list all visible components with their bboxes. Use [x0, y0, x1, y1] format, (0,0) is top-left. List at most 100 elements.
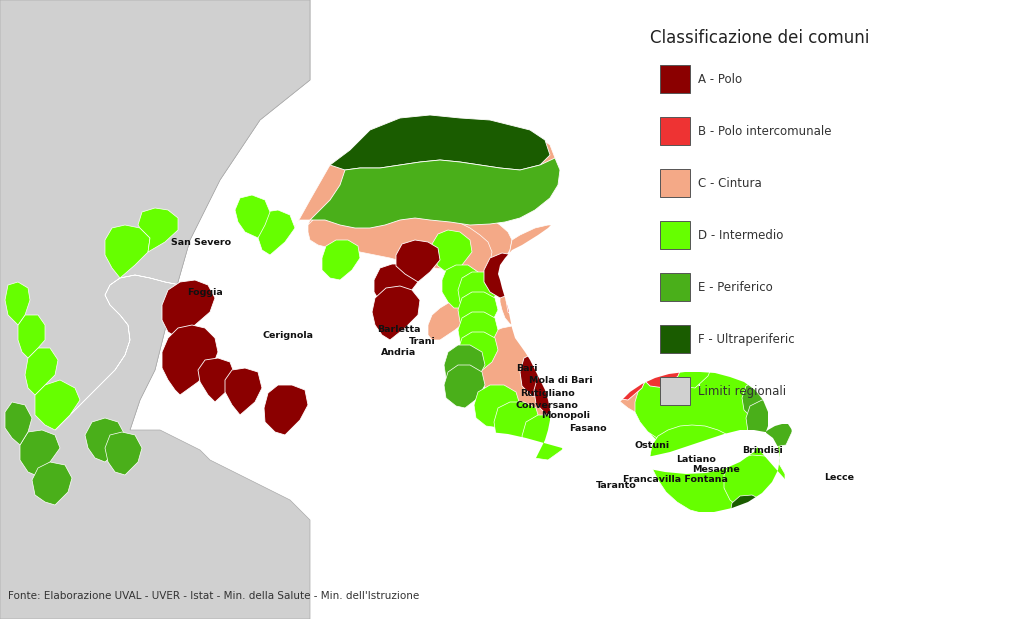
Polygon shape — [478, 322, 648, 422]
Polygon shape — [0, 0, 310, 619]
Polygon shape — [748, 284, 798, 330]
Polygon shape — [25, 348, 58, 395]
Polygon shape — [779, 325, 826, 370]
Polygon shape — [484, 253, 526, 298]
Polygon shape — [622, 290, 695, 378]
Bar — [660, 377, 690, 405]
Polygon shape — [0, 0, 310, 619]
Polygon shape — [330, 115, 550, 170]
Polygon shape — [650, 425, 780, 514]
Polygon shape — [638, 342, 684, 388]
Bar — [660, 65, 690, 93]
Bar — [660, 273, 690, 301]
Polygon shape — [724, 455, 785, 514]
Polygon shape — [396, 240, 440, 282]
Polygon shape — [85, 418, 125, 462]
Polygon shape — [714, 332, 762, 375]
Text: Fasano: Fasano — [570, 424, 607, 433]
Polygon shape — [18, 315, 45, 358]
Polygon shape — [258, 210, 295, 255]
Polygon shape — [506, 262, 548, 302]
Polygon shape — [522, 295, 644, 366]
Polygon shape — [510, 254, 632, 345]
Polygon shape — [506, 282, 548, 322]
Text: Latiano: Latiano — [676, 455, 715, 464]
Polygon shape — [788, 262, 836, 305]
Polygon shape — [432, 230, 472, 275]
Bar — [660, 117, 690, 145]
Text: Taranto: Taranto — [595, 482, 636, 490]
Bar — [660, 221, 690, 249]
Text: E - Periferico: E - Periferico — [698, 280, 772, 293]
Text: Andria: Andria — [382, 348, 416, 357]
Polygon shape — [804, 286, 852, 330]
Polygon shape — [442, 265, 480, 308]
Polygon shape — [522, 415, 568, 460]
Polygon shape — [602, 354, 648, 400]
Polygon shape — [730, 495, 766, 530]
Text: Mola di Bari: Mola di Bari — [529, 376, 592, 385]
Text: Barletta: Barletta — [377, 325, 420, 334]
Polygon shape — [310, 158, 560, 228]
Text: Ostuni: Ostuni — [634, 441, 669, 450]
Polygon shape — [225, 368, 262, 415]
Polygon shape — [444, 345, 485, 388]
Polygon shape — [198, 358, 235, 402]
Text: D - Intermedio: D - Intermedio — [698, 228, 784, 241]
Text: Bari: Bari — [516, 364, 538, 373]
Polygon shape — [264, 385, 308, 435]
Polygon shape — [5, 282, 30, 325]
Polygon shape — [618, 348, 700, 422]
Text: Foggia: Foggia — [187, 288, 222, 297]
Polygon shape — [642, 262, 688, 305]
Text: Limiti regionali: Limiti regionali — [698, 384, 786, 397]
Polygon shape — [616, 342, 662, 385]
Polygon shape — [534, 370, 580, 416]
Polygon shape — [105, 432, 142, 475]
Polygon shape — [372, 286, 420, 340]
Polygon shape — [308, 200, 512, 272]
Text: Francavilla Fontana: Francavilla Fontana — [623, 475, 727, 484]
Polygon shape — [500, 225, 622, 330]
Polygon shape — [458, 292, 498, 332]
Polygon shape — [690, 325, 735, 370]
Text: Trani: Trani — [409, 337, 436, 346]
Polygon shape — [55, 115, 560, 430]
Polygon shape — [520, 352, 565, 398]
Polygon shape — [648, 400, 779, 472]
Polygon shape — [684, 286, 732, 332]
Polygon shape — [444, 365, 485, 408]
Polygon shape — [35, 380, 80, 430]
Polygon shape — [668, 342, 714, 388]
Bar — [660, 169, 690, 197]
Text: B - Polo intercomunale: B - Polo intercomunale — [698, 124, 832, 137]
Polygon shape — [546, 320, 592, 362]
Text: San Severo: San Severo — [172, 238, 231, 247]
Text: Classificazione dei comuni: Classificazione dei comuni — [651, 29, 870, 47]
Polygon shape — [494, 402, 540, 446]
Bar — [660, 325, 690, 353]
Polygon shape — [474, 385, 520, 428]
Text: Fonte: Elaborazione UVAL - UVER - Istat - Min. della Salute - Min. dell'Istruzio: Fonte: Elaborazione UVAL - UVER - Istat … — [8, 591, 419, 601]
Polygon shape — [374, 264, 418, 308]
Text: C - Cintura: C - Cintura — [698, 176, 762, 189]
Polygon shape — [746, 400, 792, 448]
Polygon shape — [524, 298, 568, 342]
Text: F - Ultraperiferic: F - Ultraperiferic — [698, 332, 795, 345]
Polygon shape — [635, 358, 762, 458]
Polygon shape — [308, 208, 492, 340]
Text: Brindisi: Brindisi — [742, 446, 783, 455]
Polygon shape — [458, 272, 498, 312]
Polygon shape — [768, 306, 815, 350]
Polygon shape — [138, 208, 178, 252]
Text: A - Polo: A - Polo — [698, 72, 742, 85]
Text: Conversano: Conversano — [516, 401, 579, 410]
Polygon shape — [616, 322, 662, 365]
Polygon shape — [5, 402, 32, 445]
Polygon shape — [20, 430, 60, 475]
Polygon shape — [235, 195, 270, 238]
Polygon shape — [32, 462, 72, 505]
Polygon shape — [742, 380, 782, 422]
Polygon shape — [162, 325, 218, 395]
Polygon shape — [400, 0, 1023, 619]
